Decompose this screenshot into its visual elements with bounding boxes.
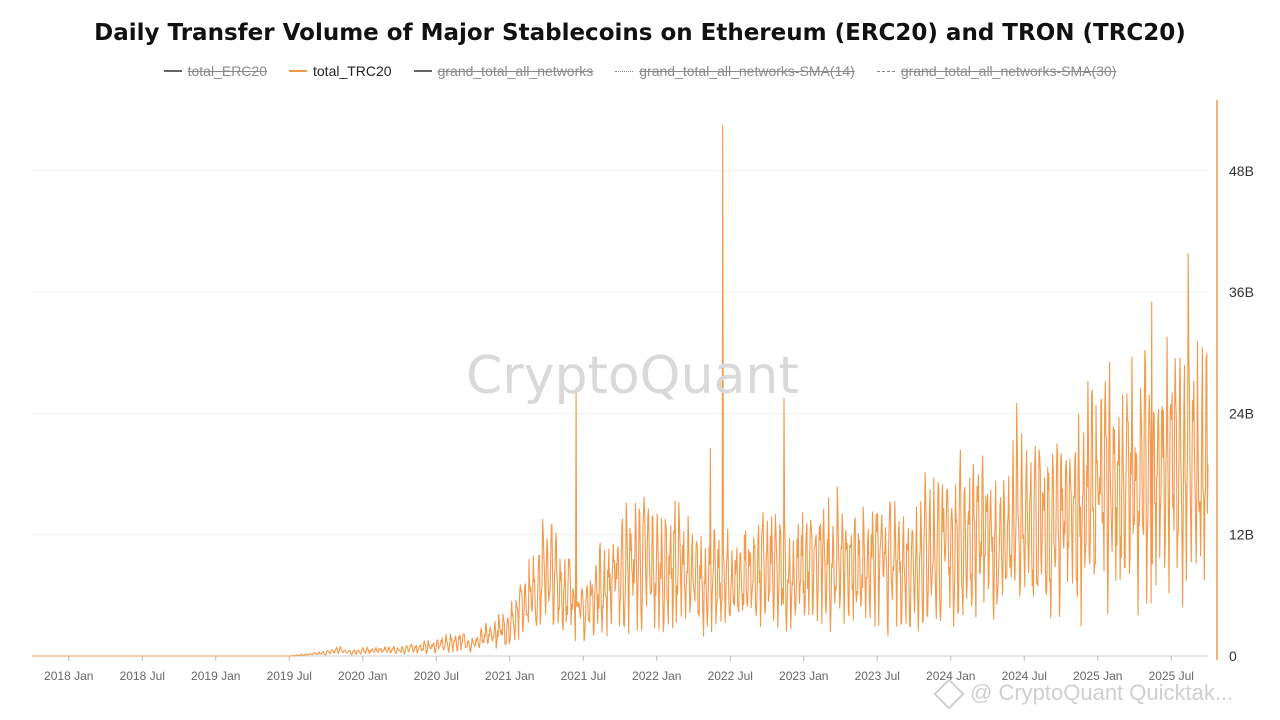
legend-swatch	[163, 70, 182, 72]
legend-label: total_TRC20	[313, 63, 392, 79]
series-line-total-trc20	[32, 124, 1209, 657]
x-tick-label: 2018 Jul	[120, 669, 165, 683]
chart-title: Daily Transfer Volume of Major Stablecoi…	[94, 20, 1186, 46]
y-tick-label: 48B	[1229, 163, 1254, 179]
legend-label: total_ERC20	[187, 63, 267, 79]
y-tick-label: 24B	[1229, 405, 1254, 421]
x-tick-label: 2019 Jul	[267, 669, 312, 683]
x-tick-label: 2022 Jan	[632, 669, 681, 683]
x-tick-label: 2025 Jan	[1073, 669, 1122, 683]
x-tick-label: 2023 Jan	[779, 669, 828, 683]
y-tick-label: 0	[1229, 648, 1237, 664]
x-tick-label: 2024 Jan	[926, 669, 975, 683]
legend-label: grand_total_all_networks	[437, 63, 594, 79]
x-tick-label: 2020 Jan	[338, 669, 387, 683]
legend-label: grand_total_all_networks-SMA(30)	[900, 63, 1117, 79]
x-tick-label: 2023 Jul	[855, 669, 900, 683]
x-tick-label: 2018 Jan	[44, 669, 93, 683]
x-tick-label: 2021 Jul	[561, 669, 606, 683]
legend-item-4[interactable]: grand_total_all_networks-SMA(30)	[876, 63, 1117, 79]
x-tick-label: 2020 Jul	[414, 669, 459, 683]
y-tick-label: 36B	[1229, 284, 1254, 300]
legend-swatch	[289, 70, 307, 72]
legend-swatch	[413, 70, 432, 72]
x-tick-label: 2022 Jul	[708, 669, 753, 683]
y-tick-label: 12B	[1229, 527, 1254, 543]
legend-swatch	[615, 70, 634, 72]
legend-item-1[interactable]: total_TRC20	[289, 63, 392, 79]
legend-swatch	[876, 70, 895, 72]
x-tick-label: 2024 Jul	[1002, 669, 1047, 683]
x-tick-label: 2025 Jul	[1149, 669, 1194, 683]
legend-item-0[interactable]: total_ERC20	[163, 63, 267, 79]
chart-legend: total_ERC20 total_TRC20 grand_total_all_ne…	[0, 63, 1280, 79]
legend-label: grand_total_all_networks-SMA(14)	[639, 63, 855, 79]
x-tick-label: 2019 Jan	[191, 669, 240, 683]
legend-item-3[interactable]: grand_total_all_networks-SMA(14)	[615, 63, 855, 79]
x-tick-label: 2021 Jan	[485, 669, 534, 683]
legend-item-2[interactable]: grand_total_all_networks	[413, 63, 594, 79]
